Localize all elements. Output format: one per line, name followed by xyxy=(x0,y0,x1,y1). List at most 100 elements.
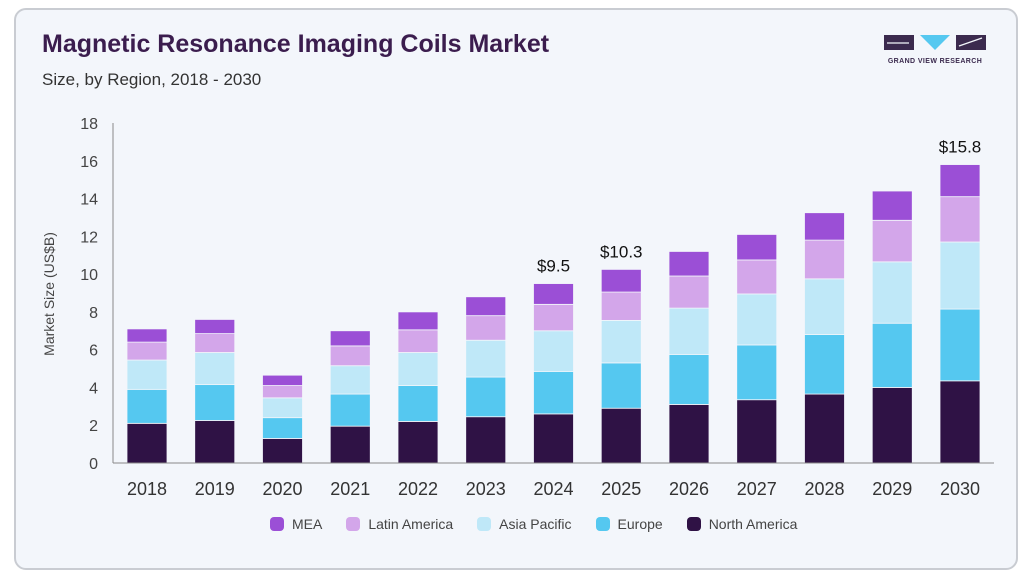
x-tick-label: 2019 xyxy=(195,479,235,499)
bar-segment-asia-pacific-2024 xyxy=(533,330,574,372)
bar-segment-asia-pacific-2020 xyxy=(262,397,303,419)
bar-segment-asia-pacific-2023 xyxy=(465,339,507,378)
bar-segment-europe-2027 xyxy=(736,344,778,401)
bar-segment-mea-2029 xyxy=(871,190,913,221)
bar-segment-latin-america-2027 xyxy=(736,259,778,295)
bar-segment-europe-2030 xyxy=(939,308,981,382)
bar-segment-north-america-2022 xyxy=(397,421,439,464)
bar-segment-mea-2027 xyxy=(736,234,778,261)
bar-stack-2029 xyxy=(871,190,913,464)
y-tick-label: 4 xyxy=(89,380,98,397)
bar-segment-asia-pacific-2025 xyxy=(600,319,642,364)
x-tick-label: 2024 xyxy=(533,479,573,499)
y-tick-label: 16 xyxy=(80,154,98,171)
bar-segment-north-america-2025 xyxy=(600,407,642,464)
bar-segment-europe-2024 xyxy=(533,370,574,415)
bar-segment-asia-pacific-2027 xyxy=(736,293,778,346)
bar-segment-asia-pacific-2021 xyxy=(329,365,371,395)
y-tick-label: 14 xyxy=(80,192,98,209)
bar-segment-north-america-2023 xyxy=(465,416,507,464)
bar-segment-mea-2028 xyxy=(804,212,845,241)
bar-segment-asia-pacific-2022 xyxy=(397,352,439,386)
bar-segment-asia-pacific-2018 xyxy=(126,359,168,390)
bar-stack-2019 xyxy=(194,319,236,464)
bar-segment-asia-pacific-2028 xyxy=(804,278,845,335)
bar-stack-2028 xyxy=(804,212,845,464)
bar-segment-north-america-2019 xyxy=(194,420,236,464)
bar-segment-latin-america-2026 xyxy=(668,275,710,309)
legend-item-europe: Europe xyxy=(595,516,663,532)
bar-segment-north-america-2029 xyxy=(871,387,913,464)
x-tick-label: 2020 xyxy=(262,479,302,499)
y-tick-label: 6 xyxy=(89,343,98,360)
bar-segment-latin-america-2018 xyxy=(126,341,168,361)
bar-stack-2025 xyxy=(600,268,642,464)
bar-segment-asia-pacific-2029 xyxy=(871,261,913,324)
bar-segment-mea-2019 xyxy=(194,319,236,335)
legend-item-north-america: North America xyxy=(686,516,798,532)
legend-swatch xyxy=(346,517,361,531)
bar-segment-north-america-2024 xyxy=(533,413,574,464)
data-label-2030: $15.8 xyxy=(939,138,982,157)
y-tick-label: 0 xyxy=(89,456,98,473)
legend-item-latin-america: Latin America xyxy=(346,516,453,532)
bar-segment-mea-2023 xyxy=(465,296,507,317)
data-labels: $9.5 $10.3 $15.8 xyxy=(537,138,981,276)
bar-segment-mea-2025 xyxy=(600,268,642,293)
bar-segment-mea-2021 xyxy=(329,330,371,347)
bar-segment-europe-2018 xyxy=(126,388,168,424)
logo-text: GRAND VIEW RESEARCH xyxy=(887,58,983,65)
bar-segment-latin-america-2028 xyxy=(804,239,845,280)
x-axis: 2018 2019 2020 2021 2022 2023 2024 2025 2026 2027… xyxy=(113,462,994,499)
bar-segment-latin-america-2022 xyxy=(397,329,439,353)
bar-stack-2027 xyxy=(736,234,778,464)
y-axis-label: Market Size (US$B) xyxy=(41,232,57,356)
legend-label: Asia Pacific xyxy=(499,516,572,532)
data-label-2025: $10.3 xyxy=(600,242,643,261)
bar-segment-europe-2021 xyxy=(329,393,371,427)
bar-segment-asia-pacific-2030 xyxy=(939,241,981,310)
bar-segment-mea-2018 xyxy=(126,328,168,343)
legend-swatch xyxy=(686,517,701,531)
bar-segment-mea-2024 xyxy=(533,283,574,305)
bar-segment-europe-2025 xyxy=(600,362,642,409)
x-tick-label: 2028 xyxy=(804,479,844,499)
x-tick-label: 2018 xyxy=(127,479,167,499)
x-tick-label: 2027 xyxy=(737,479,777,499)
chart-subtitle: Size, by Region, 2018 - 2030 xyxy=(42,70,262,89)
legend-label: Latin America xyxy=(368,516,454,532)
bar-segment-mea-2030 xyxy=(939,164,981,198)
y-tick-label: 10 xyxy=(80,267,98,284)
legend-item-mea: MEA xyxy=(270,516,322,532)
bar-segment-north-america-2018 xyxy=(126,422,168,464)
y-tick-label: 12 xyxy=(80,229,98,246)
bar-segment-latin-america-2020 xyxy=(262,385,303,399)
x-tick-label: 2023 xyxy=(466,479,506,499)
bar-segment-latin-america-2025 xyxy=(600,291,642,321)
legend-label: Europe xyxy=(617,516,663,532)
bar-segment-latin-america-2021 xyxy=(329,345,371,367)
bar-segment-north-america-2026 xyxy=(668,404,710,464)
bar-stack-2022 xyxy=(397,311,439,464)
legend-label: North America xyxy=(708,516,798,532)
bar-stack-2026 xyxy=(668,251,710,464)
bar-segment-latin-america-2023 xyxy=(465,315,507,341)
y-tick-label: 18 xyxy=(80,116,98,133)
data-label-2024: $9.5 xyxy=(537,257,570,276)
x-tick-label: 2025 xyxy=(601,479,641,499)
legend-item-asia-pacific: Asia Pacific xyxy=(477,516,572,532)
bar-segment-europe-2019 xyxy=(194,384,236,421)
bar-stack-2018 xyxy=(126,328,168,464)
y-tick-label: 8 xyxy=(89,305,98,322)
x-tick-label: 2030 xyxy=(940,479,980,499)
bar-segment-north-america-2020 xyxy=(262,438,303,464)
bar-stack-2024 xyxy=(533,283,574,464)
bar-segment-mea-2026 xyxy=(668,251,710,277)
bar-stack-2021 xyxy=(329,330,371,464)
y-tick-label: 2 xyxy=(89,418,98,435)
bar-segment-europe-2028 xyxy=(804,334,845,395)
bar-segment-asia-pacific-2019 xyxy=(194,352,236,386)
bar-segment-latin-america-2024 xyxy=(533,303,574,332)
grand-view-research-logo xyxy=(884,35,986,50)
